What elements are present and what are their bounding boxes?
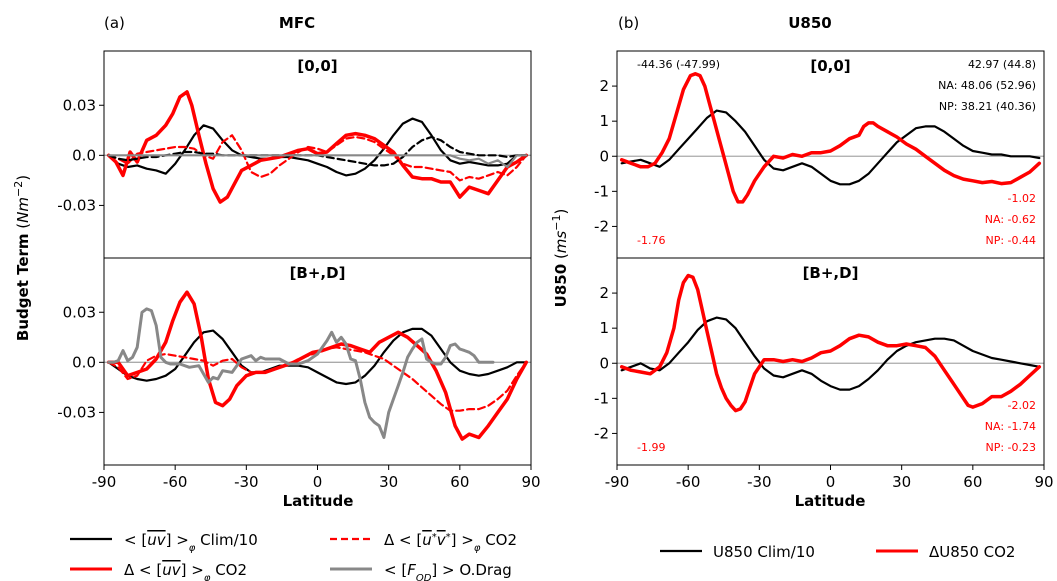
x-tick-label: 60 xyxy=(450,473,469,491)
series-line-4 xyxy=(107,154,528,169)
annotation-clim-right: NP: 38.21 (40.36) xyxy=(939,100,1036,113)
x-tick-label: 30 xyxy=(892,473,911,491)
y-tick-label: -2 xyxy=(594,217,609,235)
y-tick-label: 2 xyxy=(599,284,609,302)
annotation-co2-right: NA: -1.74 xyxy=(985,420,1036,433)
series-line-0 xyxy=(107,327,528,386)
y-tick-label: -1 xyxy=(594,182,609,200)
x-tick-label: 60 xyxy=(963,473,982,491)
legend-a-label-3: < [FOD] > O.Drag xyxy=(384,561,512,581)
subplot-label: [B+,D] xyxy=(803,264,859,282)
y-tick-label: -1 xyxy=(594,389,609,407)
panel-b-xlabel: Latitude xyxy=(795,492,866,510)
x-tick-label: 30 xyxy=(379,473,398,491)
x-tick-label: -90 xyxy=(605,473,630,491)
x-tick-label: -30 xyxy=(747,473,772,491)
x-tick-label: -60 xyxy=(676,473,701,491)
legend-b-label-0: U850 Clim/10 xyxy=(713,543,815,561)
series-line-2 xyxy=(107,134,528,182)
y-tick-label: 0.03 xyxy=(63,303,96,321)
annotation-co2-right: NP: -0.44 xyxy=(985,234,1036,247)
y-tick-label: -0.03 xyxy=(57,196,96,214)
y-tick-label: 2 xyxy=(599,77,609,95)
annotation-co2-right: NP: -0.23 xyxy=(985,441,1036,454)
y-tick-label: 1 xyxy=(599,112,609,130)
panel-a-title: MFC xyxy=(279,14,315,32)
annotation-co2-right: -1.02 xyxy=(1008,192,1036,205)
subplot-label: [0,0] xyxy=(810,57,850,75)
y-tick-label: 0.0 xyxy=(72,146,96,164)
series-line-0 xyxy=(107,117,528,177)
legend-b-label-1: ΔU850 CO2 xyxy=(929,543,1015,561)
x-tick-label: 90 xyxy=(521,473,540,491)
y-tick-label: -0.03 xyxy=(57,403,96,421)
y-tick-label: -2 xyxy=(594,424,609,442)
svg-text:Budget Term (Nm−2): Budget Term (Nm−2) xyxy=(12,175,33,341)
y-tick-label: 0.03 xyxy=(63,96,96,114)
series-line-1 xyxy=(619,72,1042,204)
x-tick-label: -30 xyxy=(234,473,259,491)
legend-a-label-1: Δ < [u*v*] >φ CO2 xyxy=(384,531,517,554)
subplot-label: [0,0] xyxy=(297,57,337,75)
panel-0-subplot-0: 0.03 0.0 -0.03 [0,0] xyxy=(57,50,532,259)
panel-1-subplot-1: 2 1 0 -1 -2 [B+,D] -1.99 -2.02 NA: -1.74 NP: -0.2… xyxy=(594,257,1045,466)
y-tick-label: 0 xyxy=(599,354,609,372)
y-tick-label: 0.0 xyxy=(72,353,96,371)
panel-b-title: U850 xyxy=(788,14,832,32)
annotation-clim-right: NA: 48.06 (52.96) xyxy=(938,79,1036,92)
panel-b-label: (b) xyxy=(618,14,639,32)
x-tick-label: 0 xyxy=(826,473,836,491)
series-line-0 xyxy=(620,109,1041,186)
panel-b-ylabel: U850 (ms−1) xyxy=(550,209,571,308)
annotation-co2-left: -1.76 xyxy=(637,234,665,247)
series-line-1 xyxy=(619,273,1042,413)
series-line-3 xyxy=(107,135,528,167)
x-tick-label: -90 xyxy=(92,473,117,491)
annotation-co2-left: -1.99 xyxy=(637,441,665,454)
panel-1-subplot-0: 2 1 0 -1 -2 [0,0] -44.36 (-47.99) 42.97 (44.8) N… xyxy=(594,50,1045,259)
annotation-co2-right: NA: -0.62 xyxy=(985,213,1036,226)
annotation-clim-right: 42.97 (44.8) xyxy=(968,58,1036,71)
y-tick-label: 0 xyxy=(599,147,609,165)
series-line-3 xyxy=(107,307,495,439)
panel-0-subplot-1: 0.03 0.0 -0.03 [B+,D] xyxy=(57,257,532,466)
legend-a-label-0: < [uv] >φ Clim/10 xyxy=(124,531,258,554)
panel-a-ylabel: Budget Term (Nm−2) xyxy=(12,175,33,341)
y-tick-label: 1 xyxy=(599,319,609,337)
series-line-1 xyxy=(106,290,529,441)
x-tick-label: 0 xyxy=(313,473,323,491)
legend-a-label-2: Δ < [uv] >φ CO2 xyxy=(124,561,247,581)
series-line-0 xyxy=(620,316,1041,391)
series-line-1 xyxy=(106,90,529,204)
subplot-label: [B+,D] xyxy=(290,264,346,282)
panel-a-label: (a) xyxy=(104,14,125,32)
legend-b: U850 Clim/10 ΔU850 CO2 xyxy=(660,543,1015,561)
series-line-2 xyxy=(107,346,528,412)
x-tick-label: -60 xyxy=(163,473,188,491)
panel-a-xlabel: Latitude xyxy=(283,492,354,510)
annotation-co2-right: -2.02 xyxy=(1008,399,1036,412)
svg-text:U850 (ms−1): U850 (ms−1) xyxy=(550,209,571,308)
plots-layer: 0.03 0.0 -0.03 [0,0] 0.03 0.0 -0.03 [B+,D] -90 -6… xyxy=(57,50,1054,491)
legend-a: < [uv] >φ Clim/10 Δ < [u*v*] >φ CO2 Δ < … xyxy=(70,531,517,581)
annotation-clim-left: -44.36 (-47.99) xyxy=(637,58,720,71)
x-tick-label: 90 xyxy=(1034,473,1053,491)
